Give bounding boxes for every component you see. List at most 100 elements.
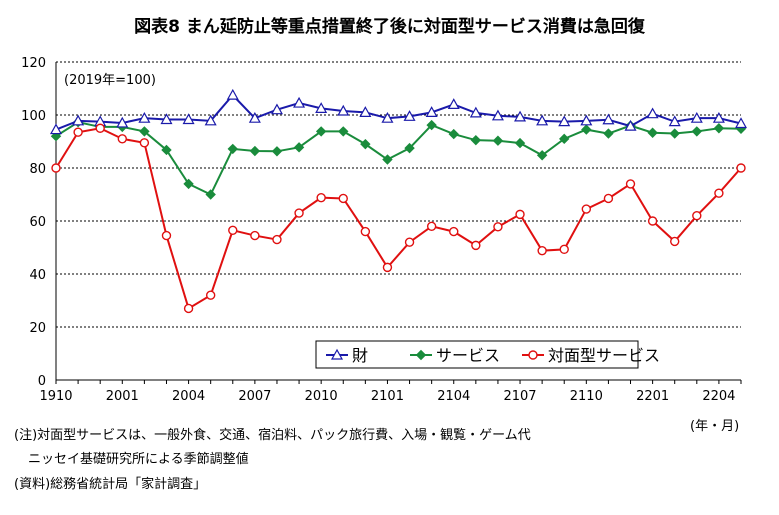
series-3-point-2005 [205, 290, 216, 300]
series-2-point-2202 [669, 128, 680, 139]
series-3-point-2202 [670, 236, 680, 247]
legend-marker-3 [528, 350, 538, 360]
series-2-point-2102 [404, 142, 415, 154]
series-3 [51, 123, 746, 314]
series-2-point-2006 [227, 143, 238, 155]
x-tick-label-2110: 2110 [570, 389, 603, 404]
series-3-point-2101 [382, 262, 393, 273]
series-1-point-2110 [580, 114, 593, 126]
series-3-point-2105 [471, 240, 481, 251]
series-3-point-2009 [294, 208, 304, 218]
y-tick-label-0: 0 [38, 374, 46, 389]
series-2-point-2109 [559, 133, 570, 145]
series-3-point-1911 [73, 127, 83, 137]
series-2 [50, 116, 747, 200]
series-1-point-2107 [514, 110, 527, 122]
series-2-point-2106 [492, 135, 504, 146]
series-1-point-2001 [116, 116, 129, 128]
legend: 財 サービス 対面型サービス [315, 340, 660, 369]
y-tick-label-60: 60 [29, 215, 46, 230]
series-1-point-2101 [381, 111, 394, 123]
x-tick-label-2004: 2004 [172, 389, 205, 404]
series-2-point-2110 [581, 124, 592, 135]
series-2-point-2010 [315, 126, 327, 137]
series-1-point-2205 [734, 117, 748, 129]
series-2-point-2011 [338, 126, 349, 137]
series-3-point-2102 [404, 237, 415, 247]
series-3-point-2111 [603, 193, 614, 204]
series-1-point-2106 [491, 109, 504, 121]
series-2-point-2108 [536, 150, 548, 161]
series-1-point-2006 [226, 88, 239, 100]
y-tick-label-40: 40 [29, 268, 46, 283]
series-1-point-2108 [536, 114, 549, 126]
series-3-point-2107 [515, 209, 525, 220]
series-2-point-2009 [293, 142, 305, 153]
series-1-point-2003 [160, 113, 173, 125]
series-2-point-2111 [603, 128, 614, 139]
series-1-point-2104 [447, 98, 460, 110]
y-tick-label-100: 100 [21, 109, 46, 124]
series-1-point-2010 [315, 102, 328, 113]
series-3-point-2106 [493, 222, 503, 232]
series-1-point-2102 [403, 110, 416, 121]
legend-label-2: サービス [436, 346, 500, 365]
series-3-point-2006 [228, 225, 238, 235]
series-3-point-2003 [161, 230, 172, 241]
series-2-point-2101 [382, 154, 393, 165]
series-1-point-2011 [337, 104, 350, 116]
series-1-point-2008 [270, 103, 283, 115]
series-3-point-2112 [625, 179, 636, 189]
series-1-point-1910 [49, 123, 63, 135]
series-line-3 [55, 127, 742, 310]
series-3-point-2007 [250, 230, 260, 241]
series-1-point-2009 [293, 96, 306, 108]
series-3-point-2010 [316, 192, 326, 203]
series-2-point-2003 [161, 144, 172, 156]
series-2-point-2004 [183, 178, 194, 190]
legend-marker-1 [330, 348, 344, 360]
series-3-point-2204 [714, 188, 724, 198]
series-3-point-1910 [51, 163, 61, 173]
series-2-point-2012 [360, 138, 371, 150]
series-3-point-2104 [449, 226, 459, 237]
x-tick-label-2107: 2107 [503, 389, 536, 404]
x-tick-label-2101: 2101 [371, 389, 404, 404]
series-3-point-2008 [272, 234, 282, 245]
series-2-point-2104 [448, 128, 459, 140]
x-tick-label-1910: 1910 [39, 389, 72, 404]
series-1-point-2002 [138, 111, 151, 123]
y-tick-label-120: 120 [21, 56, 46, 71]
series-2-point-2002 [139, 126, 150, 137]
y-tick-label-20: 20 [29, 321, 46, 336]
series-3-point-2002 [139, 138, 150, 148]
series-3-point-2012 [360, 226, 371, 237]
series-1 [49, 88, 748, 135]
series-3-point-2001 [117, 134, 127, 144]
x-tick-label-2001: 2001 [106, 389, 139, 404]
series-1-point-2105 [469, 106, 482, 118]
legend-label-3: 対面型サービス [548, 346, 660, 365]
series-1-point-2202 [668, 115, 681, 127]
series-1-point-2112 [624, 119, 637, 131]
x-tick-label-2201: 2201 [636, 389, 669, 404]
series-1-point-2004 [182, 113, 195, 125]
legend-label-1: 財 [352, 346, 368, 365]
series-1-point-2109 [558, 115, 571, 127]
note-line-2: ニッセイ基礎研究所による季節調整値 [28, 452, 249, 467]
legend-marker-2 [415, 349, 427, 361]
series-1-point-2204 [712, 111, 725, 123]
series-3-point-2004 [183, 303, 194, 314]
series-2-point-2008 [271, 146, 283, 157]
grid-lines [56, 61, 741, 328]
series-2-point-2201 [647, 127, 658, 138]
series-3-point-2109 [559, 244, 569, 255]
legend-box [315, 340, 639, 369]
series-3-point-2203 [692, 210, 702, 221]
series-1-point-2201 [646, 107, 659, 119]
series-1-point-2203 [690, 111, 703, 123]
series-3-point-2103 [426, 221, 437, 232]
series-2-point-2204 [713, 123, 725, 134]
series-line-2 [55, 121, 742, 196]
